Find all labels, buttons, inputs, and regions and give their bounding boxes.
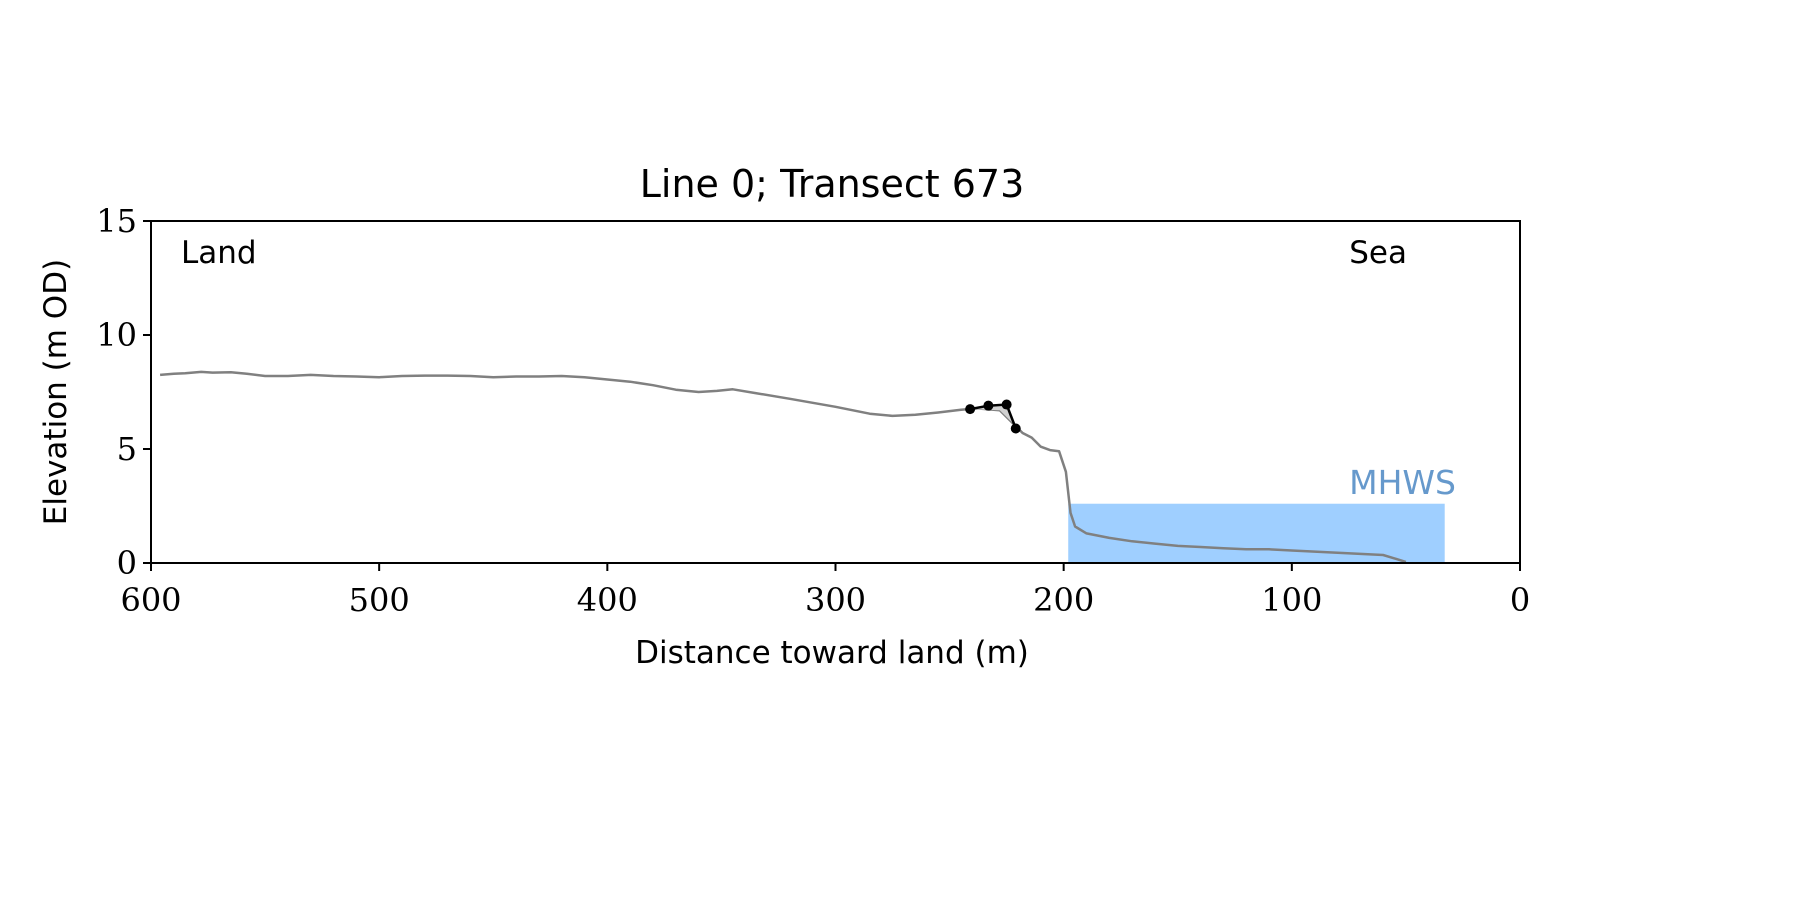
chart-title: Line 0; Transect 673 xyxy=(640,162,1025,206)
tick-marks xyxy=(143,220,1521,571)
y-tick-labels: 0 5 10 15 xyxy=(96,202,137,582)
feature-shading xyxy=(970,404,1016,429)
x-tick-label: 400 xyxy=(577,581,638,619)
x-tick-label: 600 xyxy=(120,581,181,619)
x-tick-label: 200 xyxy=(1033,581,1094,619)
x-tick-label: 100 xyxy=(1261,581,1322,619)
feature-markers xyxy=(965,399,1021,434)
x-tick-label: 500 xyxy=(349,581,410,619)
mhws-label: MHWS xyxy=(1349,463,1456,502)
x-axis-label: Distance toward land (m) xyxy=(635,635,1029,671)
y-tick-label: 15 xyxy=(96,202,137,240)
feature-line xyxy=(969,403,1017,429)
mhws-area xyxy=(1068,503,1445,563)
x-tick-label: 0 xyxy=(1510,581,1530,619)
feature-point xyxy=(1001,399,1012,410)
y-tick-label: 5 xyxy=(117,430,137,468)
mhws-band xyxy=(1068,503,1445,563)
x-tick-labels: 600 500 400 300 200 100 0 xyxy=(120,581,1530,619)
land-annotation: Land xyxy=(181,235,257,271)
plot-frame xyxy=(150,220,1521,564)
y-tick-label: 0 xyxy=(117,544,137,582)
y-axis-label: Elevation (m OD) xyxy=(38,259,74,525)
feature-point xyxy=(1010,423,1021,434)
x-tick-label: 300 xyxy=(805,581,866,619)
y-tick-label: 10 xyxy=(96,316,137,354)
profile-line xyxy=(159,370,1407,564)
sea-annotation: Sea xyxy=(1349,235,1407,271)
feature-point xyxy=(983,400,994,411)
profile-series xyxy=(159,370,1407,564)
feature-point xyxy=(965,404,976,415)
